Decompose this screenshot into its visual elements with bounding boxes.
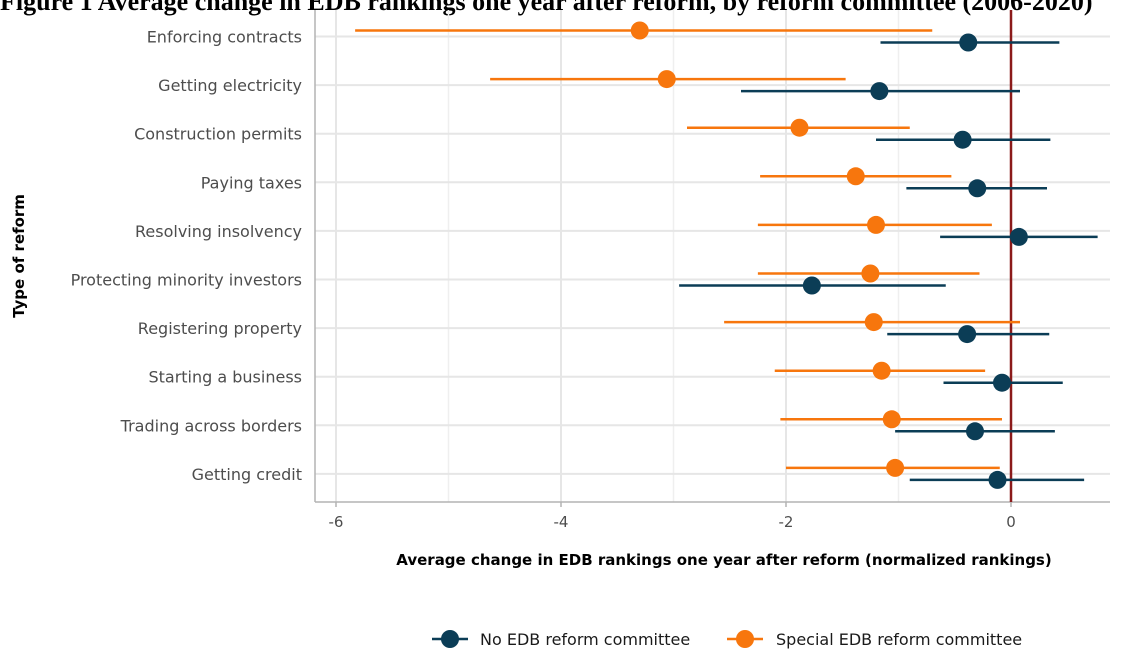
y-tick-label: Paying taxes bbox=[201, 173, 302, 192]
y-tick-label: Protecting minority investors bbox=[71, 271, 302, 290]
point-estimate bbox=[870, 82, 889, 101]
y-tick-label: Trading across borders bbox=[120, 416, 302, 435]
point-estimate bbox=[993, 373, 1011, 392]
point-estimate bbox=[966, 422, 984, 441]
point-estimate bbox=[861, 264, 880, 283]
point-estimate bbox=[790, 118, 809, 137]
grid-lines bbox=[315, 10, 1110, 502]
x-tick-label: -4 bbox=[554, 513, 569, 531]
y-tick-label: Starting a business bbox=[148, 368, 302, 387]
point-estimate bbox=[958, 325, 977, 344]
point-estimate bbox=[968, 179, 987, 198]
x-tick-label: -6 bbox=[329, 513, 344, 531]
point-estimate bbox=[630, 21, 649, 40]
y-tick-label: Resolving insolvency bbox=[135, 222, 302, 241]
y-tick-label: Getting electricity bbox=[158, 76, 302, 95]
point-estimate bbox=[959, 33, 978, 52]
point-estimate bbox=[802, 276, 821, 295]
chart-title: Figure 1 Average change in EDB rankings … bbox=[0, 0, 1093, 16]
x-tick-label: 0 bbox=[1006, 513, 1016, 531]
point-estimate bbox=[846, 167, 865, 186]
y-tick-label: Getting credit bbox=[192, 465, 302, 484]
y-tick-label: Enforcing contracts bbox=[147, 28, 302, 47]
point-estimate bbox=[864, 313, 883, 332]
point-estimate bbox=[882, 410, 901, 429]
point-estimate bbox=[988, 470, 1007, 489]
y-axis-title: Type of reform bbox=[10, 194, 28, 318]
point-estimate bbox=[872, 361, 891, 380]
legend: No EDB reform committee Special EDB refor… bbox=[432, 630, 1022, 649]
legend-key-marker bbox=[736, 630, 754, 648]
point-estimate bbox=[953, 130, 972, 149]
point-estimate bbox=[1009, 227, 1028, 246]
point-estimate bbox=[657, 70, 676, 89]
legend-label: No EDB reform committee bbox=[480, 630, 690, 649]
legend-key-marker bbox=[441, 630, 459, 648]
x-tick-label: -2 bbox=[779, 513, 794, 531]
y-tick-label: Construction permits bbox=[134, 125, 302, 144]
axes bbox=[314, 10, 1110, 507]
x-axis-title: Average change in EDB rankings one year … bbox=[396, 551, 1051, 569]
point-estimate bbox=[867, 215, 885, 234]
tick-labels: -6 -4 -2 0 Enforcing contracts Getting electr… bbox=[71, 28, 1016, 532]
point-estimate bbox=[886, 458, 905, 477]
series-marks bbox=[355, 21, 1098, 489]
legend-label: Special EDB reform committee bbox=[776, 630, 1022, 649]
y-tick-label: Registering property bbox=[138, 319, 302, 338]
